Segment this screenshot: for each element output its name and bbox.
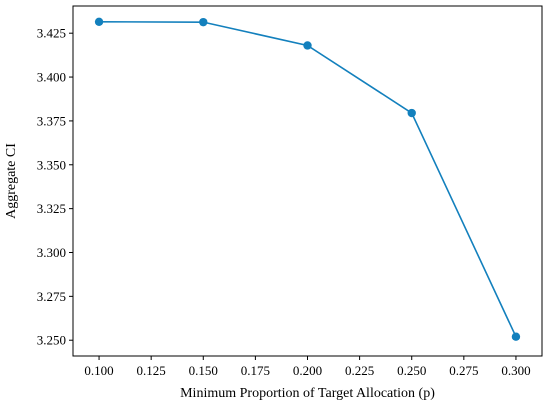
- y-tick-label: 3.425: [37, 26, 66, 41]
- y-tick-label: 3.275: [37, 289, 66, 304]
- plot-frame: [72, 5, 543, 357]
- x-tick-label: 0.250: [397, 363, 426, 378]
- y-axis-title: Aggregate CI: [4, 143, 19, 219]
- data-point: [199, 17, 208, 27]
- x-tick-label: 0.175: [241, 363, 270, 378]
- y-tick-label: 3.300: [37, 245, 66, 260]
- series-group: [94, 17, 521, 341]
- y-tick-label: 3.400: [37, 70, 66, 85]
- y-tick-label: 3.375: [37, 113, 66, 128]
- data-point: [303, 41, 312, 50]
- x-tick-label: 0.200: [293, 363, 322, 378]
- x-tick-label: 0.100: [84, 363, 113, 378]
- x-tick-label: 0.275: [449, 363, 478, 378]
- data-point: [94, 17, 104, 26]
- data-point: [407, 108, 416, 118]
- x-tick-label: 0.225: [345, 363, 374, 378]
- x-axis-ticks: 0.100 0.125 0.150 0.175 0.200 0.225 0.250 0.275…: [84, 356, 531, 378]
- x-tick-label: 0.125: [137, 363, 166, 378]
- data-point: [511, 332, 521, 341]
- series-line: [99, 20, 517, 338]
- x-tick-label: 0.150: [189, 363, 218, 378]
- x-tick-label: 0.300: [501, 363, 530, 378]
- y-tick-label: 3.350: [37, 157, 66, 172]
- y-tick-label: 3.250: [37, 333, 66, 348]
- x-axis-title: Minimum Proportion of Target Allocation …: [180, 386, 435, 401]
- y-axis-ticks: 3.250 3.275 3.300 3.325 3.350 3.375 3.400 3.425: [37, 26, 73, 348]
- y-tick-label: 3.325: [37, 201, 66, 216]
